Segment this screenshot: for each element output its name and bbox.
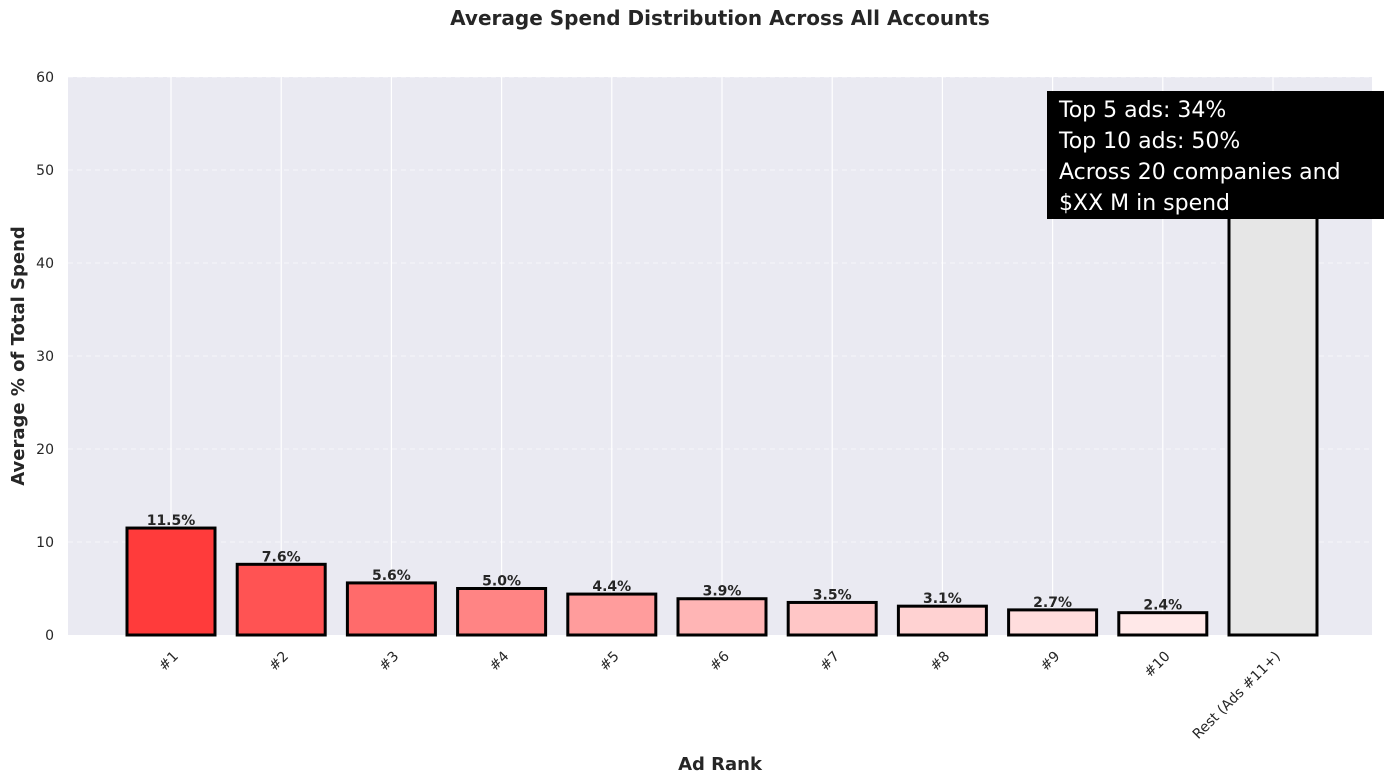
data-label: 3.5% [813,587,852,603]
x-tick-label: #6 [707,648,733,674]
x-tick-label: Rest (Ads #11+) [1190,649,1284,743]
data-label: 5.6% [372,568,411,584]
bar [1227,164,1319,637]
y-tick-label: 60 [36,70,54,86]
y-tick-label: 20 [36,442,54,458]
x-axis-ticks: #1 #2 #3 #4 #5 #6 #7 #8 #9 #10 Rest (Ads #11+) [156,648,1284,742]
x-tick-label: #2 [266,649,292,675]
y-tick-label: 10 [36,535,54,551]
bar [786,600,878,637]
data-label: 3.1% [923,591,962,607]
x-tick-label: #10 [1141,649,1173,681]
data-label: 4.4% [592,579,631,595]
annotation-line: $XX M in spend [1059,191,1231,216]
y-tick-label: 40 [36,256,54,272]
x-tick-label: #3 [376,649,402,675]
annotation-line: Top 10 ads: 50% [1059,129,1241,154]
y-tick-label: 30 [36,349,54,365]
data-label: 2.4% [1143,598,1182,614]
bar [345,581,437,637]
x-tick-label: #9 [1038,649,1064,675]
data-label: 2.7% [1033,595,1072,611]
x-tick-label: #8 [927,649,953,675]
chart-title: Average Spend Distribution Across All Ac… [450,6,990,30]
y-tick-label: 50 [36,163,54,179]
bar [566,592,658,637]
x-tick-label: #4 [487,648,513,674]
grid [68,76,1372,635]
x-axis-label: Ad Rank [678,754,763,775]
y-axis-ticks: 0 10 20 30 40 50 60 [36,70,54,644]
bar [125,526,217,637]
data-label: 3.9% [703,584,742,600]
bar [1117,611,1209,637]
x-tick-label: #5 [597,649,623,675]
annotation-line: Across 20 companies and [1059,160,1341,185]
data-label: 11.5% [147,513,196,529]
y-axis-label: Average % of Total Spend [8,226,29,486]
x-tick-label: #1 [156,649,182,675]
bar [896,604,988,637]
bars [125,164,1319,637]
bar [456,587,548,637]
summary-annotation: Top 5 ads: 34% Top 10 ads: 50% Across 20… [1047,91,1384,219]
bar [235,562,327,637]
annotation-line: Top 5 ads: 34% [1059,98,1227,123]
data-label: 7.6% [262,549,301,565]
data-labels: 11.5% 7.6% 5.6% 5.0% 4.4% 3.9% 3.5% 3.1% 2.7% 2.4… [147,513,1183,614]
data-label: 5.0% [482,574,521,590]
bar [1007,608,1099,637]
y-tick-label: 0 [45,628,54,644]
x-tick-label: #7 [817,649,843,675]
bar [676,597,768,637]
